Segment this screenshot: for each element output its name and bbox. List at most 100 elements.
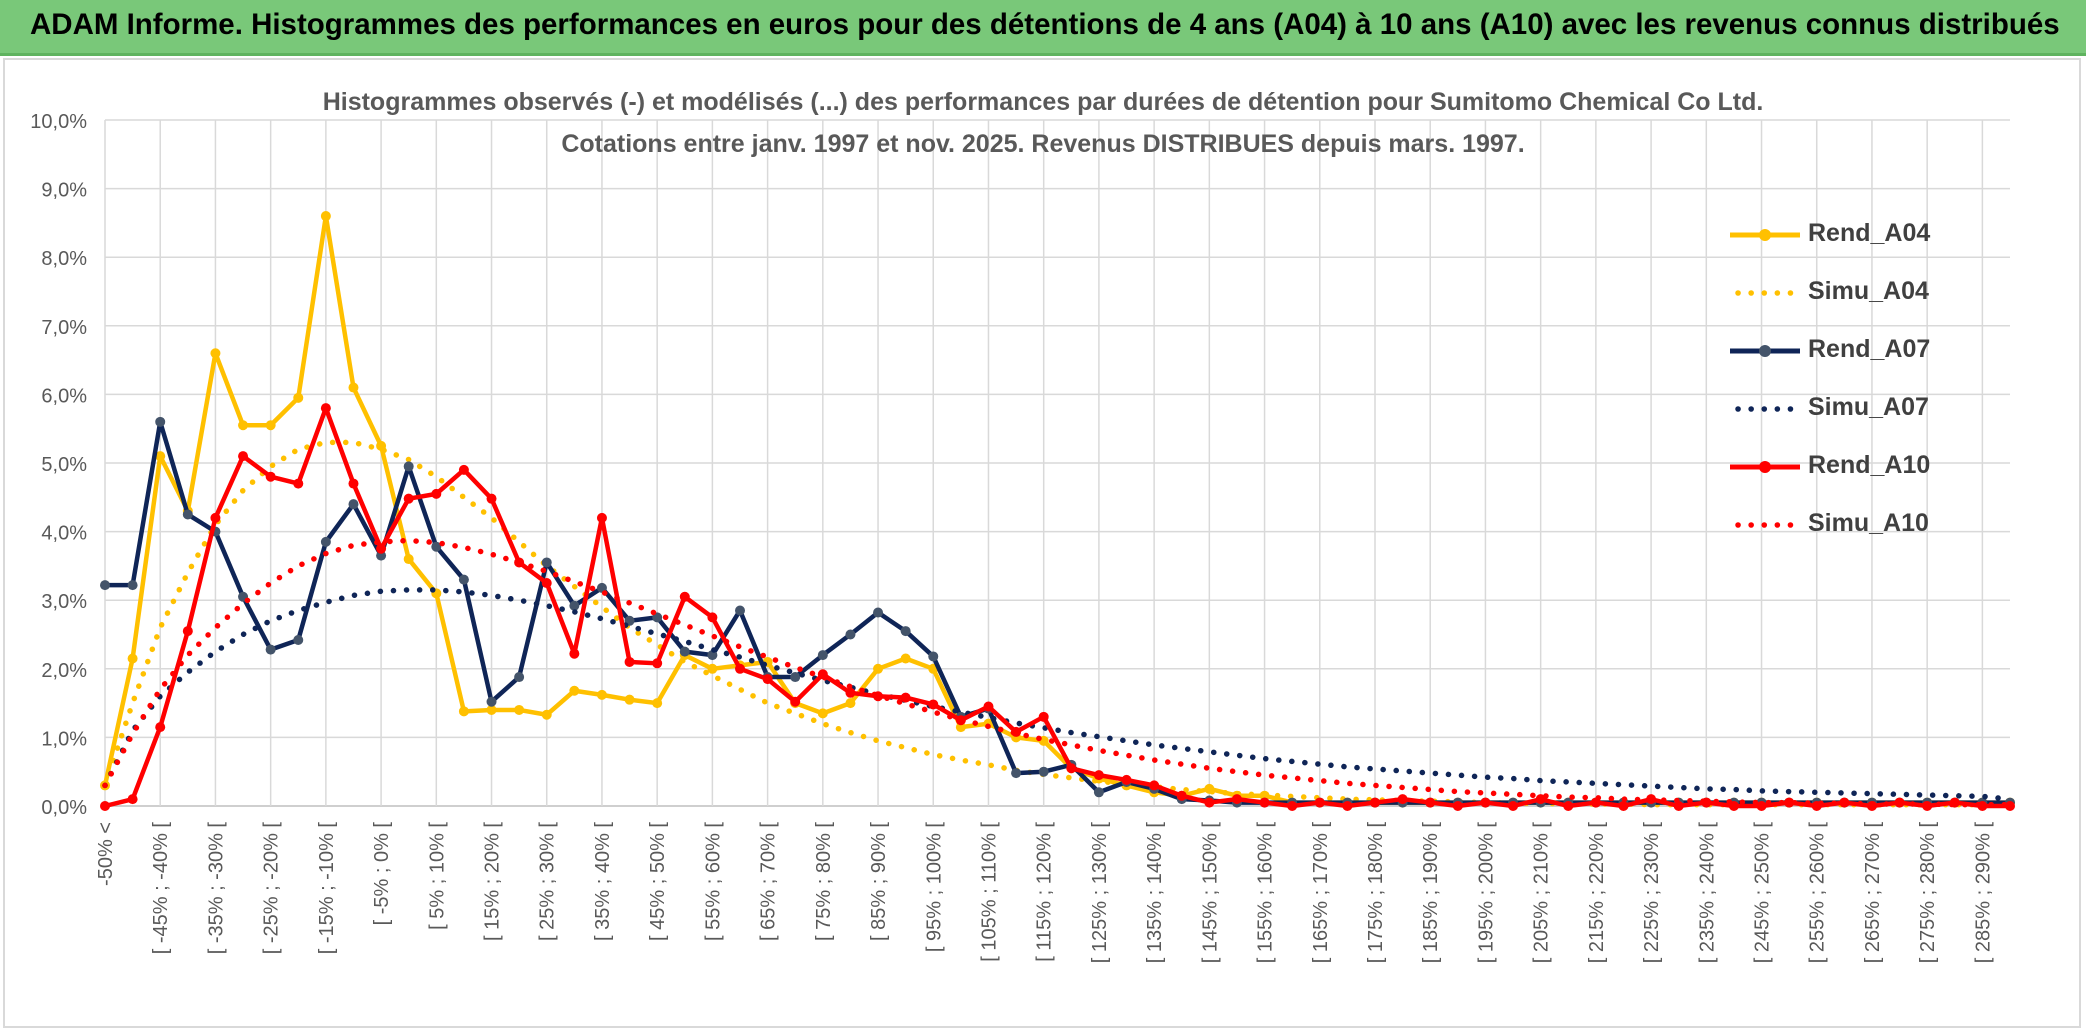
data-point — [541, 557, 552, 568]
data-point — [596, 512, 607, 523]
x-tick-label: [ 195% ; 200% [ — [1475, 822, 1497, 964]
data-point — [900, 692, 911, 703]
data-point — [403, 554, 414, 565]
x-tick-label: [ 95% ; 100% [ — [923, 822, 945, 953]
data-point — [458, 706, 469, 717]
gridlines — [104, 119, 2010, 807]
x-tick-label: [ 265% ; 270% [ — [1862, 822, 1884, 964]
data-point — [514, 672, 525, 683]
data-point — [1093, 770, 1104, 781]
y-tick-label: 0,0% — [41, 797, 87, 819]
legend-label: Rend_A07 — [1808, 335, 1931, 363]
data-point — [1259, 797, 1270, 808]
legend-swatch — [1735, 522, 1799, 528]
data-point — [569, 648, 580, 659]
legend-swatch — [1730, 345, 1800, 357]
data-point — [1342, 801, 1353, 811]
x-tick-label: [ 85% ; 90% [ — [868, 822, 890, 941]
legend-item-rend-a04: Rend_A04 — [1730, 205, 1960, 263]
y-axis-ticks: 0,0% 1,0% 2,0% 3,0% 4,0% 5,0% 6,0% 7,0% 8,0% 9,0%… — [30, 111, 87, 819]
data-point — [1563, 801, 1574, 811]
x-tick-label: [ 255% ; 260% [ — [1807, 822, 1829, 964]
legend-label: Simu_A04 — [1808, 277, 1929, 305]
x-tick-label: [ 135% ; 140% [ — [1144, 822, 1166, 964]
data-point — [127, 653, 138, 664]
data-point — [652, 658, 663, 669]
data-point — [790, 696, 801, 707]
report-title: ADAM Informe. Histogrammes des performan… — [30, 8, 2060, 41]
legend-item-rend-a10: Rend_A10 — [1730, 437, 1960, 495]
data-point — [155, 451, 166, 462]
data-point — [1287, 801, 1298, 811]
data-point — [1370, 797, 1380, 808]
data-point — [679, 646, 690, 657]
legend-swatch — [1730, 461, 1800, 473]
series-simu-a07 — [102, 587, 2013, 802]
data-point — [293, 392, 304, 403]
series-line — [104, 405, 2010, 809]
data-point — [1397, 794, 1408, 805]
legend-item-simu-a07: Simu_A07 — [1730, 379, 1960, 437]
data-point — [707, 612, 718, 623]
data-point — [1452, 801, 1463, 811]
data-point — [735, 663, 745, 674]
x-tick-label: [ 235% ; 240% [ — [1696, 822, 1718, 964]
y-tick-label: 4,0% — [41, 523, 87, 545]
data-point — [348, 478, 359, 489]
data-point — [1535, 794, 1546, 805]
series-rend-a04 — [100, 211, 2015, 808]
data-point — [238, 451, 249, 462]
data-point — [210, 512, 221, 523]
x-tick-label: [ 15% ; 20% [ — [482, 822, 504, 941]
data-point — [320, 536, 331, 547]
data-point — [928, 651, 939, 662]
data-point — [486, 704, 497, 715]
data-point — [486, 493, 497, 504]
data-point — [100, 580, 110, 591]
data-point — [1093, 787, 1104, 798]
y-tick-label: 6,0% — [41, 385, 87, 407]
x-tick-label: -50% < — [95, 822, 117, 886]
data-point — [735, 605, 745, 616]
x-tick-label: [ -45% ; -40% [ — [150, 822, 172, 955]
x-tick-label: [ 5% ; 10% [ — [426, 822, 448, 930]
series-rend-a10 — [100, 403, 2015, 811]
data-point — [431, 541, 442, 552]
data-point — [928, 699, 939, 710]
data-point — [679, 591, 690, 602]
data-point — [1038, 711, 1049, 722]
legend-item-simu-a04: Simu_A04 — [1730, 263, 1960, 321]
data-point — [403, 493, 414, 504]
series-line — [102, 537, 2013, 808]
x-tick-label: [ 185% ; 190% [ — [1420, 822, 1442, 964]
x-tick-label: [ 155% ; 160% [ — [1255, 822, 1277, 964]
y-tick-label: 3,0% — [41, 591, 87, 613]
y-tick-label: 9,0% — [41, 180, 87, 202]
x-tick-label: [ 175% ; 180% [ — [1365, 822, 1387, 964]
chart-title-line2: Cotations entre janv. 1997 et nov. 2025.… — [561, 130, 1524, 158]
y-tick-label: 1,0% — [41, 728, 87, 750]
data-point — [1480, 797, 1491, 808]
x-tick-label: [ -25% ; -20% [ — [261, 822, 283, 955]
data-point — [845, 687, 856, 698]
data-point — [1673, 801, 1684, 811]
report-banner: ADAM Informe. Histogrammes des performan… — [0, 0, 2086, 56]
data-point — [265, 471, 276, 482]
data-point — [873, 663, 884, 674]
data-point — [1618, 801, 1629, 811]
data-point — [1231, 794, 1242, 805]
data-point — [182, 626, 193, 637]
x-tick-label: [ -35% ; -30% [ — [205, 822, 227, 955]
data-point — [348, 499, 359, 510]
x-tick-label: [ 45% ; 50% [ — [647, 822, 669, 941]
series-simu-a04 — [102, 439, 2013, 808]
y-tick-label: 7,0% — [41, 317, 87, 339]
legend-item-rend-a07: Rend_A07 — [1730, 321, 1960, 379]
series-line — [102, 439, 2013, 808]
x-tick-label: [ 215% ; 220% [ — [1586, 822, 1608, 964]
data-point — [127, 794, 138, 805]
data-point — [320, 211, 331, 222]
data-point — [265, 644, 276, 655]
data-point — [486, 696, 497, 707]
data-point — [541, 578, 552, 589]
